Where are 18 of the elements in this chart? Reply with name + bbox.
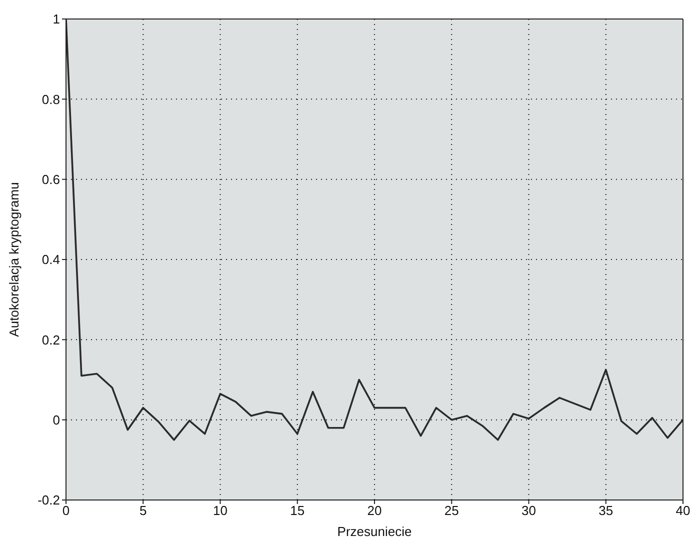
x-tick-label: 15 [290,503,305,518]
y-axis-title: Autokorelacja kryptogramu [6,182,22,337]
y-tick-label: 1 [52,12,60,27]
x-tick-label: 0 [62,503,70,518]
y-tick-label: 0 [52,412,60,428]
y-tick-label: -0.2 [38,492,60,508]
y-tick-label: 0.4 [42,252,60,268]
x-tick-label: 30 [522,503,536,518]
x-tick-label: 25 [444,503,459,518]
x-tick-label: 40 [676,503,690,518]
x-tick-label: 5 [140,503,147,518]
y-tick-label: 0.6 [42,172,60,187]
x-tick-label: 35 [598,503,614,518]
x-tick-label: 10 [213,503,228,518]
x-tick-label: 20 [367,503,382,518]
y-tick-label: 0.2 [42,332,60,348]
y-tick-label: 0.8 [42,92,60,107]
x-axis-title: Przesuniecie [337,524,412,539]
